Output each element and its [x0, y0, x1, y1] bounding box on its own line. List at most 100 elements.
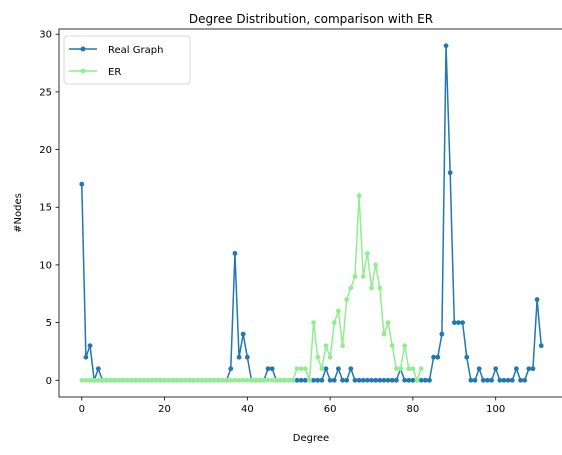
data-point-er [393, 366, 399, 372]
data-point-er [95, 377, 101, 383]
data-point-er [149, 377, 155, 383]
data-point-real-graph [518, 377, 523, 383]
data-point-real-graph [336, 366, 341, 372]
data-point-er [389, 343, 395, 349]
data-point-er [257, 377, 263, 383]
plot-frame [58, 28, 562, 398]
data-point-er [385, 320, 391, 325]
y-tick-label: 15 [39, 203, 52, 214]
data-point-er [414, 377, 420, 383]
y-tick-label: 0 [46, 376, 52, 387]
data-point-er [286, 377, 292, 383]
data-point-er [249, 377, 254, 383]
data-point-er [336, 308, 341, 314]
data-point-er [137, 377, 143, 383]
data-point-er [364, 250, 370, 256]
data-point-real-graph [497, 377, 503, 383]
data-point-er [323, 343, 329, 349]
x-tick-label: 60 [324, 404, 337, 415]
data-point-real-graph [265, 366, 271, 372]
data-point-er [294, 366, 300, 372]
data-point-er [278, 377, 283, 383]
data-point-real-graph [389, 377, 395, 383]
data-point-er [265, 377, 271, 383]
data-point-real-graph [393, 377, 399, 383]
data-point-er [153, 377, 159, 383]
data-point-real-graph [514, 366, 519, 372]
data-point-real-graph [489, 377, 494, 383]
data-point-er [360, 274, 366, 279]
data-point-er [116, 377, 122, 383]
data-point-real-graph [95, 366, 101, 372]
data-point-er [215, 377, 221, 383]
data-point-real-graph [232, 250, 238, 256]
y-tick-label: 25 [39, 87, 52, 98]
chart-title: Degree Distribution, comparison with ER [189, 12, 433, 26]
data-point-er [120, 377, 126, 383]
data-point-real-graph [422, 377, 428, 383]
data-point-real-graph [377, 377, 383, 383]
data-point-real-graph [431, 354, 437, 360]
data-point-er [418, 366, 424, 372]
legend-label-er: ER [108, 67, 121, 78]
data-point-real-graph [228, 366, 234, 372]
data-point-er [315, 354, 321, 360]
data-point-real-graph [522, 377, 528, 383]
data-point-er [220, 377, 225, 383]
data-point-er [186, 377, 192, 383]
data-point-er [377, 285, 383, 291]
data-point-er [211, 377, 217, 383]
series-layer [79, 43, 544, 383]
data-point-real-graph [493, 366, 499, 372]
data-point-real-graph [236, 354, 242, 360]
data-point-er [319, 366, 325, 372]
data-point-er [207, 377, 213, 383]
data-point-real-graph [402, 377, 408, 383]
data-point-er [178, 377, 184, 383]
data-point-real-graph [501, 377, 507, 383]
data-point-er [340, 343, 345, 349]
data-point-er [344, 297, 350, 302]
data-point-er [348, 285, 354, 291]
data-point-er [240, 377, 246, 383]
data-point-real-graph [369, 377, 374, 383]
data-point-er [203, 377, 209, 383]
data-point-er [356, 193, 362, 199]
data-point-er [410, 366, 416, 372]
data-point-real-graph [323, 366, 329, 372]
data-point-real-graph [538, 343, 544, 349]
data-point-real-graph [381, 377, 387, 383]
data-point-er [302, 366, 308, 372]
data-point-er [311, 320, 316, 325]
series-real-graph [79, 43, 544, 383]
data-point-er [381, 331, 387, 337]
data-point-real-graph [526, 366, 532, 372]
data-point-real-graph [385, 377, 391, 383]
series-line-real-graph [81, 44, 542, 382]
data-point-real-graph [294, 377, 300, 383]
data-point-real-graph [298, 377, 304, 383]
y-axis: 0 5 10 15 20 25 30 [39, 30, 59, 387]
x-axis-label: Degree [293, 433, 329, 444]
data-point-er [261, 377, 267, 383]
data-point-real-graph [79, 181, 85, 187]
data-point-real-graph [505, 377, 511, 383]
data-point-real-graph [443, 43, 449, 49]
y-tick-label: 10 [39, 260, 52, 271]
data-point-real-graph [476, 366, 482, 372]
data-point-er [162, 377, 167, 383]
data-point-real-graph [331, 377, 337, 383]
data-point-real-graph [373, 377, 379, 383]
data-point-real-graph [348, 366, 354, 372]
data-point-real-graph [435, 354, 441, 360]
data-point-real-graph [410, 377, 416, 383]
data-point-real-graph [418, 377, 424, 383]
data-point-real-graph [485, 377, 490, 383]
x-tick-label: 20 [158, 404, 171, 415]
data-point-real-graph [83, 354, 89, 360]
data-point-real-graph [327, 377, 333, 383]
x-tick-label: 100 [486, 404, 505, 415]
data-point-real-graph [340, 377, 345, 383]
data-point-er [232, 377, 238, 383]
data-point-er [282, 377, 287, 383]
